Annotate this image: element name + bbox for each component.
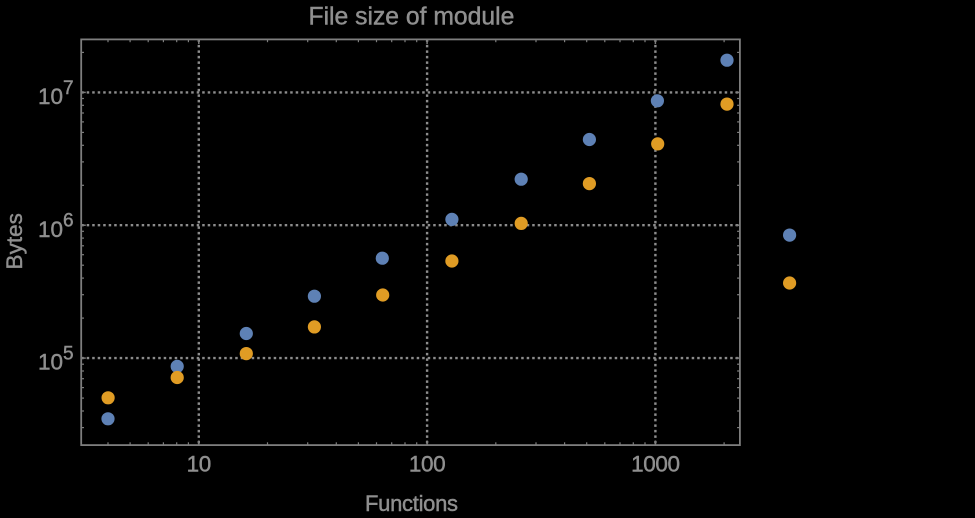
svg-text:Functions: Functions xyxy=(365,491,458,513)
svg-text:100: 100 xyxy=(409,452,446,477)
svg-text:10: 10 xyxy=(187,452,211,477)
svg-text:1000: 1000 xyxy=(631,452,680,477)
svg-text:File size of module: File size of module xyxy=(308,4,514,31)
svg-text:Bytes: Bytes xyxy=(2,213,27,269)
